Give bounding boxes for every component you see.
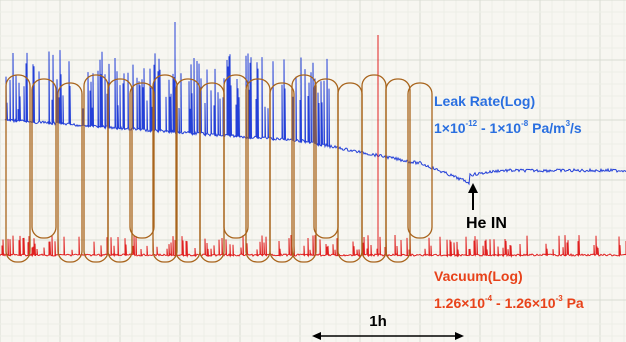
recorder-chart: Leak Rate(Log) 1×10-12 - 1×10-8 Pa/m3/s …	[0, 0, 626, 342]
text-part: Pa/m	[528, 120, 565, 136]
text-part: /s	[570, 120, 582, 136]
text-part: 1.26×10	[434, 295, 485, 311]
superscript: -12	[466, 119, 478, 128]
text-part: - 1×10	[477, 120, 521, 136]
he-label: He IN	[466, 215, 507, 232]
leak-range: 1×10-12 - 1×10-8 Pa/m3/s	[434, 119, 582, 136]
scale-label: 1h	[369, 313, 387, 330]
text-part: - 1.26×10	[492, 295, 556, 311]
text-part: 1×10	[434, 120, 466, 136]
leak-title: Leak Rate(Log)	[434, 93, 535, 109]
text-part: Pa	[563, 295, 584, 311]
vacuum-title: Vacuum(Log)	[434, 268, 523, 284]
paper	[0, 0, 626, 342]
